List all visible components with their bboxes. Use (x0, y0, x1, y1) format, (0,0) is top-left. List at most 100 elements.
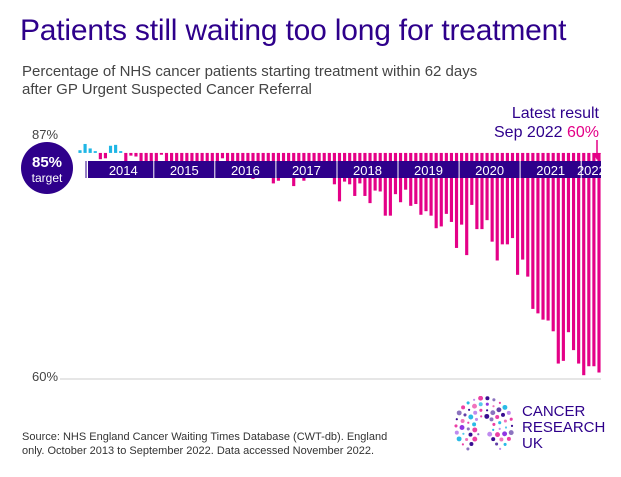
logo-dots-icon (454, 396, 514, 451)
chart-subtitle: Percentage of NHS cancer patients starti… (22, 63, 478, 98)
logo-dot (504, 426, 508, 429)
logo-dot (456, 410, 462, 416)
latest-result-label: Latest result (511, 105, 599, 122)
bar (597, 152, 601, 373)
bar (78, 150, 82, 153)
bar (220, 152, 225, 159)
bar (480, 152, 484, 230)
bar (236, 152, 240, 166)
bar (582, 152, 586, 376)
bar (215, 152, 219, 170)
bar (526, 152, 530, 277)
bar (485, 152, 489, 221)
logo-dot (459, 425, 465, 430)
logo-dot (472, 436, 478, 442)
logo-dot (498, 421, 502, 425)
logo-dot (469, 442, 474, 446)
bar (551, 152, 555, 332)
logo-dot (492, 422, 496, 426)
bar (114, 144, 118, 153)
bar (521, 152, 525, 260)
bar (134, 152, 138, 157)
bar (561, 152, 565, 361)
logo-dot (508, 430, 514, 436)
logo-dot (499, 447, 502, 450)
bar (434, 152, 438, 229)
bar-chart: 2014 2015 2016 2017 2018 2019 2020 2021 2022 85%… (21, 127, 606, 384)
bar (495, 152, 499, 261)
logo-dot (478, 396, 484, 401)
bar (139, 152, 143, 164)
logo-dot (468, 414, 474, 420)
bar (500, 152, 504, 245)
bar (536, 152, 540, 314)
bar (566, 152, 571, 333)
bar (541, 152, 545, 320)
cancer-research-uk-logo: CANCER RESEARCH UK (454, 396, 605, 452)
logo-dot (467, 421, 470, 424)
logo-dot (478, 402, 483, 407)
logo-dot (498, 427, 501, 430)
bar (175, 152, 179, 164)
logo-dot (466, 447, 470, 451)
logo-dot (480, 415, 483, 418)
bar (592, 152, 596, 367)
logo-dot (468, 432, 473, 437)
bar (205, 152, 209, 165)
bar (531, 152, 535, 309)
year-label: 2015 (170, 163, 199, 178)
logo-dot (454, 430, 459, 435)
logo-dot (456, 436, 462, 442)
bar (571, 152, 576, 351)
logo-dot (485, 402, 489, 406)
bar (587, 152, 591, 367)
logo-dot (463, 413, 467, 417)
latest-result-line: Sep 2022 60% (494, 123, 599, 142)
bar (103, 152, 108, 159)
bar (388, 152, 392, 216)
logo-dot (472, 403, 477, 409)
y-tick-label-top: 87% (32, 127, 58, 142)
logo-dot (473, 398, 476, 401)
bar (510, 152, 515, 239)
bar (490, 152, 494, 242)
bar (119, 151, 123, 153)
bar (516, 152, 520, 275)
logo-line-1: CANCER (522, 403, 586, 420)
year-label: 2019 (414, 163, 443, 178)
bar (159, 152, 163, 155)
bar (180, 152, 184, 169)
logo-dot (492, 428, 495, 431)
logo-dot (462, 432, 465, 435)
bar (460, 152, 464, 225)
target-badge (21, 142, 73, 194)
target-band (88, 161, 601, 178)
logo-dot (506, 436, 511, 441)
logo-dot (484, 413, 490, 419)
logo-dot (503, 419, 507, 423)
logo-dot (465, 437, 469, 442)
logo-dot (510, 424, 514, 427)
bar (144, 152, 148, 162)
logo-dot (502, 404, 508, 410)
latest-result-date: Sep 2022 (494, 124, 563, 141)
bar (419, 152, 423, 215)
logo-dot (501, 412, 505, 417)
logo-dot (489, 417, 494, 422)
logo-dot (474, 417, 479, 421)
year-label: 2018 (353, 163, 382, 178)
logo-dot (509, 417, 513, 421)
year-label: 2020 (475, 163, 504, 178)
source-note: Source: NHS England Cancer Waiting Times… (22, 431, 388, 457)
logo-dot (496, 407, 502, 413)
bar (444, 152, 448, 214)
latest-arrow-head (593, 153, 601, 160)
bar (449, 152, 454, 222)
target-badge-label: target (32, 171, 63, 185)
bar (124, 152, 128, 162)
bar (154, 152, 158, 161)
bar (190, 152, 194, 167)
logo-dot (472, 422, 477, 427)
logo-dot (454, 424, 458, 428)
logo-dot (479, 408, 483, 412)
